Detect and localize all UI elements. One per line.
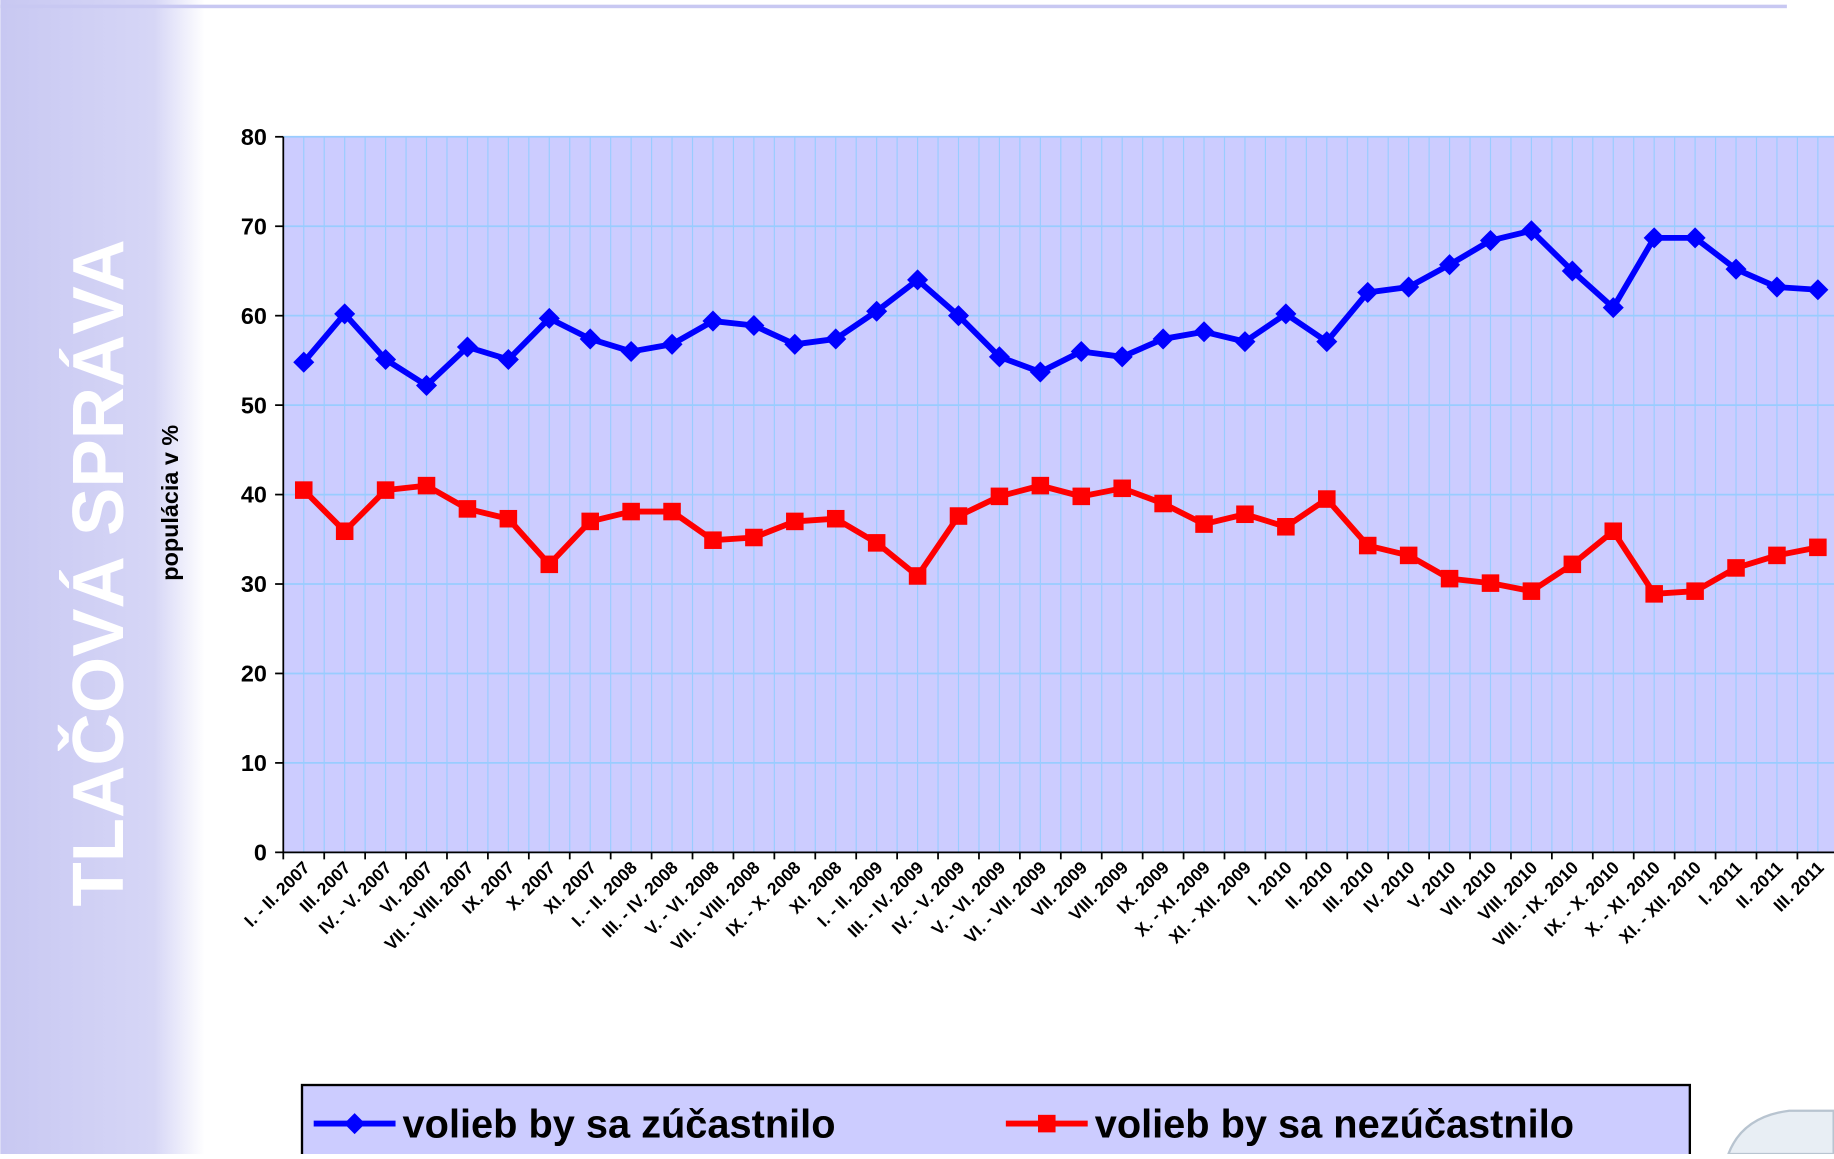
side-label: TLAČOVÁ SPRÁVA [58,239,139,906]
data-point [1604,522,1623,541]
y-axis-label: populácia v % [157,425,183,581]
data-point [1563,555,1582,574]
data-point [1725,258,1747,280]
data-point [1195,515,1213,533]
data-point [540,555,559,574]
y-tick-label: 80 [241,124,267,150]
data-point [1522,582,1541,600]
legend-label: volieb by sa zúčastnilo [403,1103,836,1147]
data-point [1357,281,1379,303]
data-point [867,534,886,552]
data-point [786,512,804,531]
y-tick-label: 50 [241,392,267,418]
data-point [417,476,436,495]
data-point [497,348,519,371]
data-point [1399,546,1418,565]
data-point [1520,220,1542,242]
data-point [579,328,601,350]
data-point [581,512,599,531]
data-point [376,481,395,499]
logo [1726,1109,1834,1156]
data-point [990,487,1009,506]
data-point [663,502,681,521]
data-point [1643,227,1665,249]
data-point [1154,494,1172,513]
data-point [622,502,640,521]
y-tick-label: 60 [241,303,267,329]
data-point [499,509,518,528]
data-point [1234,331,1256,353]
data-point [415,374,438,396]
y-tick-label: 30 [241,571,267,597]
data-point [825,328,847,350]
data-point [1358,536,1377,555]
y-tick-label: 40 [241,482,267,508]
data-point [1152,328,1174,350]
data-point [702,310,724,332]
data-point [988,346,1010,368]
data-point [1809,538,1827,557]
data-point [1686,582,1704,600]
data-point [784,333,806,355]
legend-label: volieb by sa nezúčastnilo [1095,1103,1574,1147]
data-point [1113,479,1131,498]
data-point [1479,230,1502,252]
data-point [949,507,968,525]
y-tick-label: 70 [241,213,267,239]
data-point [1645,585,1663,603]
y-tick-label: 20 [241,661,267,687]
data-point [458,500,477,518]
side-band [0,0,205,1154]
data-point [1440,569,1459,588]
data-point [1439,254,1461,276]
data-point [294,481,313,499]
data-point [538,307,560,329]
data-point [704,531,722,549]
data-point [1111,346,1133,368]
data-point [1072,487,1091,506]
data-point [1684,227,1706,249]
data-point [375,348,397,371]
data-point [1318,490,1336,508]
data-point [1031,476,1050,495]
data-point [1038,1114,1056,1133]
data-point [1277,518,1295,536]
data-point [826,509,845,528]
data-point [866,300,888,322]
data-point [1236,505,1254,524]
data-point [1727,559,1745,577]
data-point [335,522,354,541]
data-point [1481,574,1500,592]
y-tick-label: 0 [254,840,267,866]
data-point [908,567,927,585]
data-point [1807,279,1829,301]
y-tick-label: 10 [241,750,267,776]
top-rule [0,4,1787,9]
data-point [661,333,683,355]
data-point [620,340,642,362]
data-point [1561,260,1583,282]
data-point [745,528,763,547]
data-point [1768,546,1786,565]
